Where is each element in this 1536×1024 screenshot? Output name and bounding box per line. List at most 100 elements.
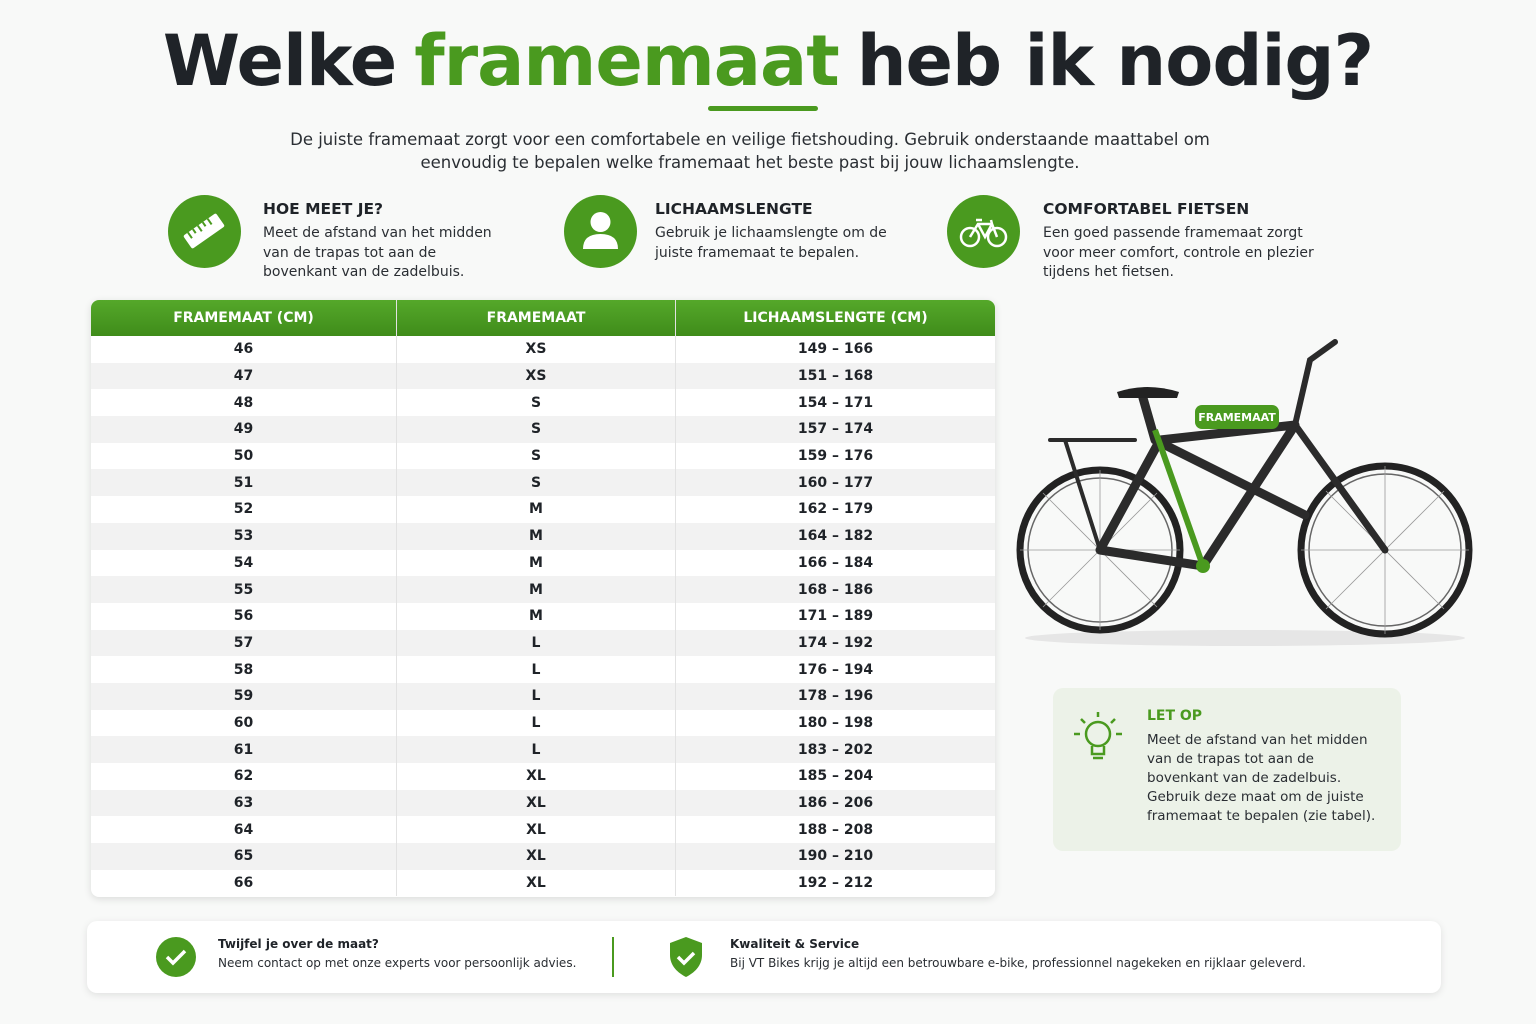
table-row: 46 XS 149 – 166 xyxy=(91,336,995,363)
table-cell: 176 – 194 xyxy=(797,661,874,678)
table-cell: 64 xyxy=(91,816,397,844)
table-cell: 168 – 186 xyxy=(797,581,874,598)
check-icon xyxy=(156,937,196,977)
table-cell: S xyxy=(397,442,676,470)
table-cell: 60 xyxy=(91,709,397,737)
footer: Twijfel je over de maat? Neem contact op … xyxy=(87,921,1441,993)
intro: De juiste framemaat zorgt voor een comfo… xyxy=(290,130,1210,172)
table-cell: L xyxy=(397,656,676,683)
table-cell: 174 – 192 xyxy=(797,634,874,651)
title: Welke framemaat heb ik nodig? xyxy=(0,20,1536,102)
table-cell: 162 – 179 xyxy=(797,501,874,518)
footer-text: Neem contact op met onze experts voor pe… xyxy=(218,956,577,970)
size-table: FRAMEMAAT (CM) FRAMEMAAT LICHAAMSLENGTE (C… xyxy=(91,300,995,897)
table-row: 51 S 160 – 177 xyxy=(91,469,995,497)
table-cell: 180 – 198 xyxy=(797,714,874,731)
table-cell: 47 xyxy=(91,362,397,390)
icon-svg xyxy=(959,218,1008,248)
table-cell: 192 – 212 xyxy=(797,875,874,892)
table-cell: M xyxy=(397,602,676,630)
table-cell: M xyxy=(397,522,676,550)
table-cell: 178 – 196 xyxy=(797,688,874,705)
wheels xyxy=(1016,462,1473,638)
feature: HOE MEET JE? Meet de afstand van het midd… xyxy=(263,200,513,283)
table-cell: M xyxy=(397,496,676,523)
table-cell: L xyxy=(397,682,676,710)
table-row: 53 M 164 – 182 xyxy=(91,522,995,550)
person-icon xyxy=(564,195,637,268)
table-cell: 61 xyxy=(91,736,397,763)
note-title: LET OP xyxy=(1147,708,1203,724)
table-row: 64 XL 188 – 208 xyxy=(91,816,995,844)
feature-title: HOE MEET JE? xyxy=(263,200,384,218)
feature: COMFORTABEL FIETSEN Een goed passende fra… xyxy=(1043,200,1323,283)
table-cell: XL xyxy=(397,763,676,790)
column-header: LICHAAMSLENGTE (CM) xyxy=(743,310,928,326)
icon-svg xyxy=(583,212,618,249)
table-cell: 188 – 208 xyxy=(797,821,874,838)
table-row: 61 L 183 – 202 xyxy=(91,736,995,763)
table-cell: M xyxy=(397,576,676,603)
note-text: Meet de afstand van het midden van de tr… xyxy=(1147,732,1376,824)
table-cell: S xyxy=(397,389,676,417)
table-row: 60 L 180 – 198 xyxy=(91,709,995,737)
feature: LICHAAMSLENGTE Gebruik je lichaamslengte … xyxy=(655,200,895,263)
table-row: 56 M 171 – 189 xyxy=(91,602,995,630)
table-row: 57 L 174 – 192 xyxy=(91,629,995,657)
table-cell: 51 xyxy=(91,469,397,497)
table-cell: 151 – 168 xyxy=(797,368,874,385)
table-cell: 157 – 174 xyxy=(797,421,874,438)
feature-text: Gebruik je lichaamslengte om de juiste f… xyxy=(655,225,887,261)
table-row: 50 S 159 – 176 xyxy=(91,442,995,470)
table-row: 55 M 168 – 186 xyxy=(91,576,995,603)
footer-title: Kwaliteit & Service xyxy=(730,937,860,951)
table-cell: 53 xyxy=(91,522,397,550)
table-cell: 164 – 182 xyxy=(797,528,874,545)
table-cell: 63 xyxy=(91,789,397,817)
table-cell: 160 – 177 xyxy=(797,474,874,491)
table-cell: XS xyxy=(397,336,676,363)
table-cell: 56 xyxy=(91,602,397,630)
table-cell: 166 – 184 xyxy=(797,554,874,571)
footer-title: Twijfel je over de maat? xyxy=(218,937,379,951)
table-cell: 171 – 189 xyxy=(797,608,874,625)
bike-icon xyxy=(947,195,1020,268)
table-row: 47 XS 151 – 168 xyxy=(91,362,995,390)
table-cell: XS xyxy=(397,362,676,390)
bike-illustration: FRAMEMAAT xyxy=(1016,339,1473,646)
table-cell: 186 – 206 xyxy=(797,795,874,812)
feature-text: Meet de afstand van het midden van de tr… xyxy=(263,225,492,280)
feature-title: LICHAAMSLENGTE xyxy=(655,200,813,218)
title-underline xyxy=(708,106,818,111)
note-box: LET OP Meet de afstand van het midden van… xyxy=(1053,688,1401,851)
table-cell: 46 xyxy=(91,336,397,363)
table-row: 52 M 162 – 179 xyxy=(91,496,995,523)
table-cell: 59 xyxy=(91,682,397,710)
feature-text: Een goed passende framemaat zorgt voor m… xyxy=(1043,225,1314,280)
table-cell: 50 xyxy=(91,442,397,470)
header-row: FRAMEMAAT (CM) FRAMEMAAT LICHAAMSLENGTE (C… xyxy=(91,300,995,336)
table-cell: 55 xyxy=(91,576,397,603)
table-cell: 66 xyxy=(91,869,397,897)
icon-svg xyxy=(183,213,225,249)
table-cell: 149 – 166 xyxy=(797,341,874,358)
table-cell: 62 xyxy=(91,763,397,790)
table-cell: 49 xyxy=(91,416,397,443)
column-header: FRAMEMAAT (CM) xyxy=(91,300,397,336)
bulb-icon xyxy=(1074,712,1122,760)
column-header: FRAMEMAAT xyxy=(397,300,676,336)
table-row: 48 S 154 – 171 xyxy=(91,389,995,417)
table-cell: M xyxy=(397,549,676,577)
bike-label: FRAMEMAAT xyxy=(1198,411,1276,424)
table-cell: 185 – 204 xyxy=(797,768,874,785)
ruler-icon xyxy=(168,195,241,268)
table-cell: XL xyxy=(397,789,676,817)
table-cell: XL xyxy=(397,816,676,844)
feature-title: COMFORTABEL FIETSEN xyxy=(1043,200,1250,218)
table-cell: L xyxy=(397,629,676,657)
table-row: 58 L 176 – 194 xyxy=(91,656,995,683)
table-cell: 58 xyxy=(91,656,397,683)
divider xyxy=(612,937,614,977)
table-cell: XL xyxy=(397,843,676,870)
footer-text: Bij VT Bikes krijg je altijd een betrouw… xyxy=(730,956,1306,970)
